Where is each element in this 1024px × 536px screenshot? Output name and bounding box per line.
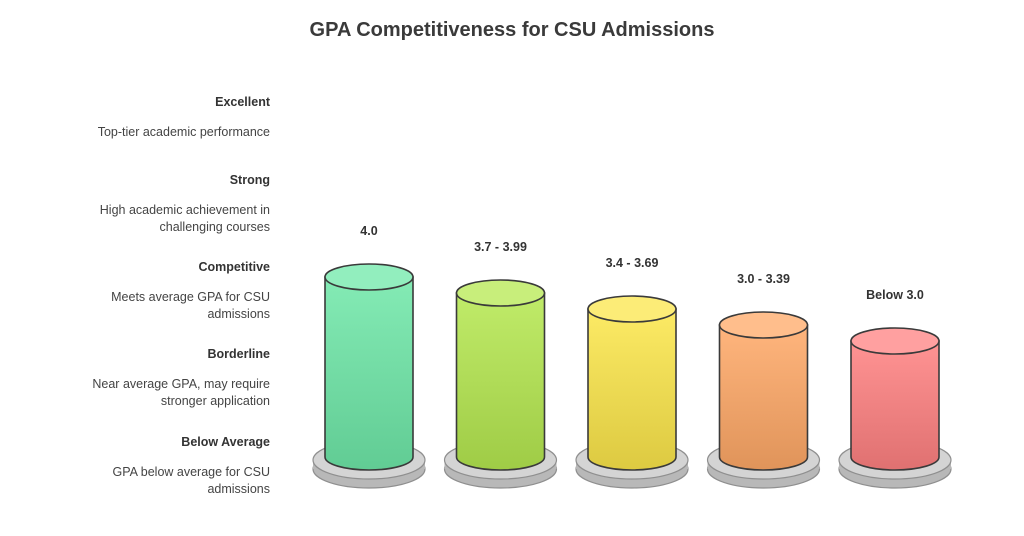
chart-title: GPA Competitiveness for CSU Admissions: [309, 19, 715, 41]
bar-label: 4.0: [360, 224, 377, 238]
bars: 4.0 3.7 - 3.99 3.4 - 3.69 3.0 - 3.39 Below 3…: [312, 224, 952, 489]
legend-title: Borderline: [207, 347, 270, 361]
legend-item-excellent: Excellent Top-tier academic performance: [40, 94, 270, 141]
legend-description: Top-tier academic performance: [97, 125, 270, 139]
bar: [587, 295, 677, 471]
legend-title: Strong: [229, 173, 270, 187]
legend-title: Excellent: [215, 95, 270, 109]
legend-title: Below Average: [181, 435, 270, 449]
bar: [850, 327, 940, 471]
legend-title: Competitive: [198, 260, 270, 274]
bar: [324, 263, 414, 471]
legend-item-strong: Strong High academic achievement in chal…: [40, 172, 270, 236]
bar-label: 3.4 - 3.69: [606, 256, 659, 270]
legend-item-below-average: Below Average GPA below average for CSU …: [40, 434, 270, 498]
legend-item-competitive: Competitive Meets average GPA for CSU ad…: [40, 259, 270, 323]
bar-label: Below 3.0: [866, 288, 924, 302]
bar-label: 3.0 - 3.39: [737, 272, 790, 286]
legend-description: GPA below average for CSU admissions: [112, 465, 270, 496]
bar: [718, 311, 809, 471]
bar: [455, 279, 546, 471]
legend-description: High academic achievement in challenging…: [99, 203, 270, 234]
bar-label: 3.7 - 3.99: [474, 240, 527, 254]
legend-description: Meets average GPA for CSU admissions: [111, 290, 270, 321]
legend-description: Near average GPA, may require stronger a…: [92, 377, 270, 408]
legend-item-borderline: Borderline Near average GPA, may require…: [40, 346, 270, 410]
